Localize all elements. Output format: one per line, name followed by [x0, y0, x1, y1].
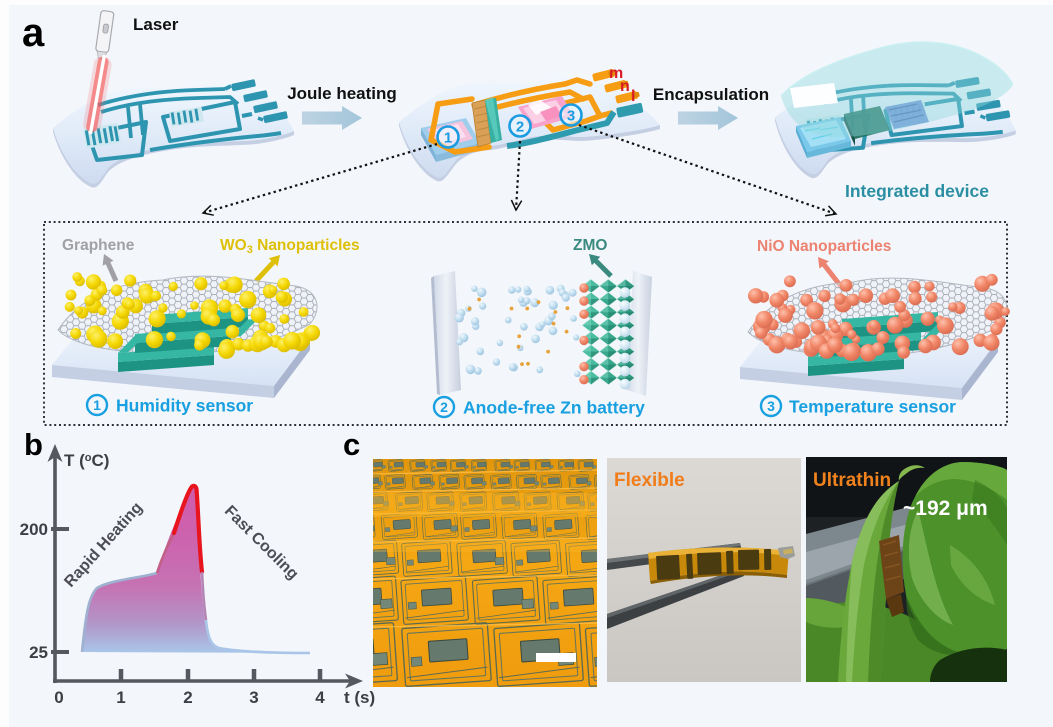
svg-text:2: 2 [183, 688, 192, 707]
svg-text:2: 2 [516, 119, 524, 136]
svg-text:ZMO: ZMO [573, 237, 607, 254]
svg-text:m: m [609, 65, 623, 82]
svg-text:Laser: Laser [133, 15, 179, 34]
svg-text:Temperature sensor: Temperature sensor [789, 397, 956, 417]
svg-text:Fast Cooling: Fast Cooling [221, 503, 302, 584]
svg-text:l: l [631, 88, 635, 105]
svg-text:c: c [343, 427, 360, 462]
svg-text:Integrated device: Integrated device [845, 181, 989, 201]
svg-text:b: b [24, 427, 43, 462]
svg-text:Joule heating: Joule heating [287, 84, 397, 103]
svg-text:Encapsulation: Encapsulation [653, 85, 769, 104]
svg-text:4: 4 [315, 688, 325, 707]
svg-text:Humidity sensor: Humidity sensor [116, 396, 253, 416]
svg-text:~192 μm: ~192 μm [903, 497, 988, 520]
svg-text:3: 3 [767, 398, 775, 414]
svg-text:2: 2 [440, 399, 448, 415]
svg-text:n: n [620, 78, 630, 95]
svg-text:25: 25 [29, 643, 48, 662]
svg-text:1: 1 [93, 397, 101, 413]
svg-text:1: 1 [444, 130, 452, 147]
svg-text:t (s): t (s) [344, 688, 375, 707]
svg-text:0: 0 [54, 688, 63, 707]
svg-text:Flexible: Flexible [614, 470, 685, 491]
svg-text:200: 200 [20, 520, 48, 539]
svg-text:T (oC): T (oC) [64, 451, 109, 470]
svg-text:WO3 Nanoparticles: WO3 Nanoparticles [220, 237, 360, 256]
svg-text:3: 3 [567, 108, 575, 125]
svg-text:Ultrathin: Ultrathin [813, 470, 891, 491]
svg-text:Anode-free Zn battery: Anode-free Zn battery [463, 398, 645, 418]
svg-text:1: 1 [116, 688, 125, 707]
svg-text:NiO Nanoparticles: NiO Nanoparticles [757, 238, 891, 255]
svg-text:3: 3 [249, 688, 258, 707]
svg-text:a: a [22, 11, 45, 55]
svg-text:Graphene: Graphene [62, 237, 135, 254]
